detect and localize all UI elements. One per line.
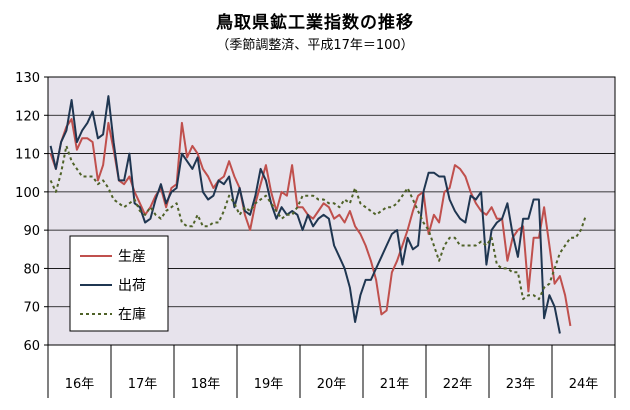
x-year-label: 19年 [254,377,284,392]
legend-label-1: 生産 [118,249,146,265]
x-year-label: 21年 [380,377,410,392]
y-tick-label: 130 [15,71,40,86]
y-tick-label: 70 [23,301,40,316]
x-year-label: 24年 [569,377,599,392]
series-line-2 [49,95,561,334]
legend-label-3: 在庫 [118,306,146,323]
y-tick-label: 110 [15,148,40,163]
x-year-label: 17年 [128,377,158,392]
y-tick-label: 100 [15,186,40,201]
chart-title: 鳥取県鉱工業指数の推移 [216,13,414,33]
y-tick-label: 60 [23,339,40,354]
y-tick-label: 80 [23,262,40,277]
x-year-label: 20年 [317,377,347,392]
series-line-1 [49,118,572,327]
x-year-label: 22年 [443,377,473,392]
series-line-3 [49,144,588,301]
y-tick-label: 120 [15,109,40,124]
legend-label-2: 出荷 [118,278,146,294]
x-year-label: 18年 [191,377,221,392]
y-tick-label: 90 [23,224,40,239]
x-year-label: 16年 [65,377,95,392]
chart-subtitle: （季節調整済、平成17年＝100） [216,38,414,53]
legend-box [69,235,169,332]
x-year-label: 23年 [506,377,536,392]
